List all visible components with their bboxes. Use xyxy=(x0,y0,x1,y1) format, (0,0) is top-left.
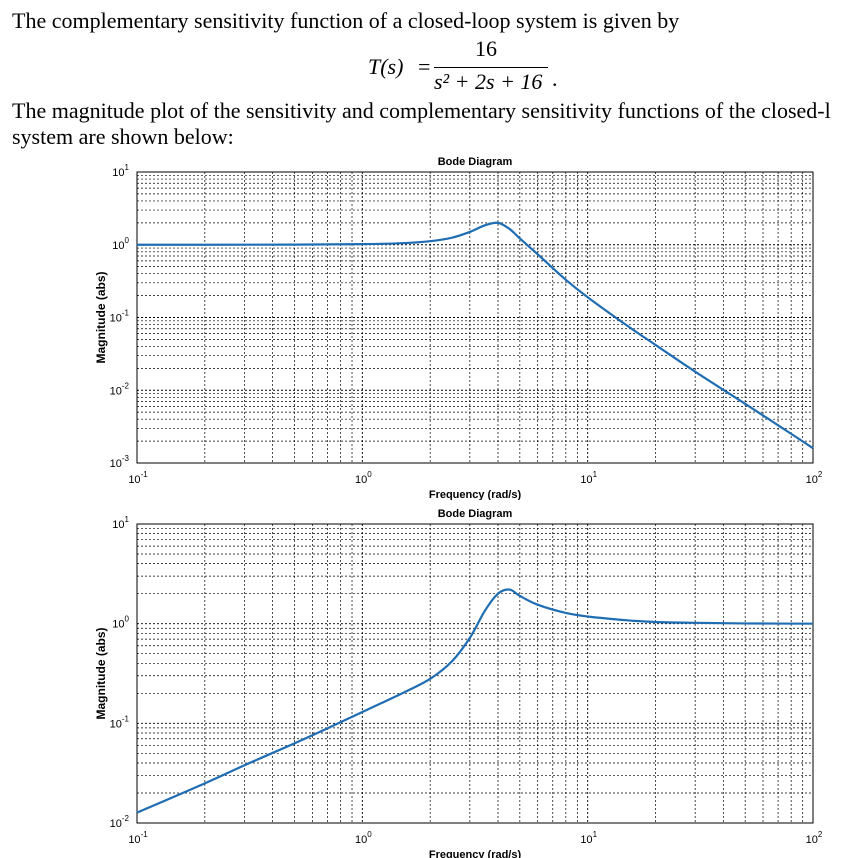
intro-line-1: The complementary sensitivity function o… xyxy=(12,8,680,33)
x-tick-label: 101 xyxy=(580,830,597,846)
y-tick-label: 10-1 xyxy=(110,714,130,730)
x-tick-label: 100 xyxy=(355,470,372,486)
sensitivity-bode-chart: 10-1 100 101 102 101 100 10-1 10-2 10-3 Bode Dia… xyxy=(94,156,823,500)
x-tick-label: 100 xyxy=(355,830,372,846)
y-tick-label: 10-3 xyxy=(110,454,130,470)
x-tick-label: 101 xyxy=(580,470,597,486)
y-tick-label: 100 xyxy=(112,615,129,631)
chart-title: Bode Diagram xyxy=(438,508,513,520)
y-tick-label: 101 xyxy=(112,163,129,179)
formula-period: . xyxy=(552,66,558,91)
y-tick-label: 10-1 xyxy=(110,309,130,325)
transfer-function-formula: T(s) = 16 s² + 2s + 16 . xyxy=(368,38,568,94)
intro-line-2: The magnitude plot of the sensitivity an… xyxy=(12,98,831,123)
x-tick-label: 102 xyxy=(806,470,823,486)
y-tick-label: 10-2 xyxy=(110,381,130,397)
y-tick-label: 101 xyxy=(112,515,129,531)
formula-lhs: T(s) xyxy=(368,54,404,79)
chart-title: Bode Diagram xyxy=(438,156,513,168)
y-axis-label: Magnitude (abs) xyxy=(94,627,108,719)
x-tick-label: 10-1 xyxy=(128,830,148,846)
plot-frame xyxy=(136,523,814,824)
y-axis-label: Magnitude (abs) xyxy=(94,271,108,363)
plot-frame xyxy=(136,171,814,464)
x-tick-label: 102 xyxy=(806,830,823,846)
formula-denominator: s² + 2s + 16 xyxy=(434,69,543,94)
formula-numerator: 16 xyxy=(475,36,497,61)
magnitude-series-line xyxy=(136,588,814,814)
formula-equals: = xyxy=(418,54,431,79)
intro-line-3: system are shown below: xyxy=(12,124,234,149)
y-tick-label: 10-2 xyxy=(110,814,130,830)
x-axis-label: Frequency (rad/s) xyxy=(429,489,522,500)
magnitude-series-line xyxy=(136,221,814,450)
fraction-bar xyxy=(434,67,548,68)
x-axis-label: Frequency (rad/s) xyxy=(429,849,522,858)
y-tick-label: 100 xyxy=(112,236,129,252)
x-tick-label: 10-1 xyxy=(128,470,148,486)
